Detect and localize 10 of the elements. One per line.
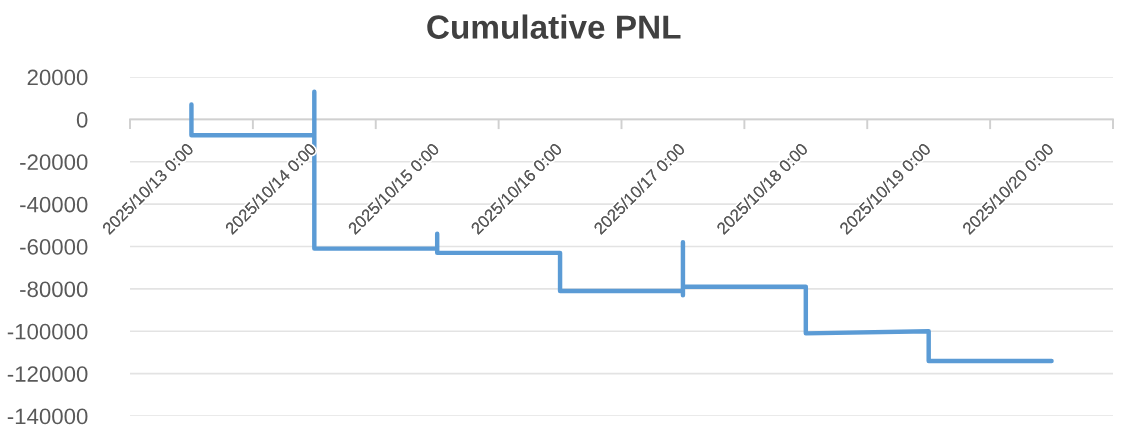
y-tick-label: 0 — [76, 111, 88, 128]
chart-title: Cumulative PNL — [427, 14, 681, 39]
y-tick-label: -40000 — [20, 196, 88, 213]
y-tick-label: -60000 — [20, 239, 88, 255]
y-tick-label: -80000 — [20, 281, 88, 298]
y-tick-label: 20000 — [27, 69, 88, 86]
y-tick-label: -120000 — [7, 366, 88, 382]
y-tick-label: -20000 — [20, 154, 88, 171]
y-tick-label: -100000 — [7, 323, 88, 340]
y-tick-label: -140000 — [7, 408, 88, 425]
